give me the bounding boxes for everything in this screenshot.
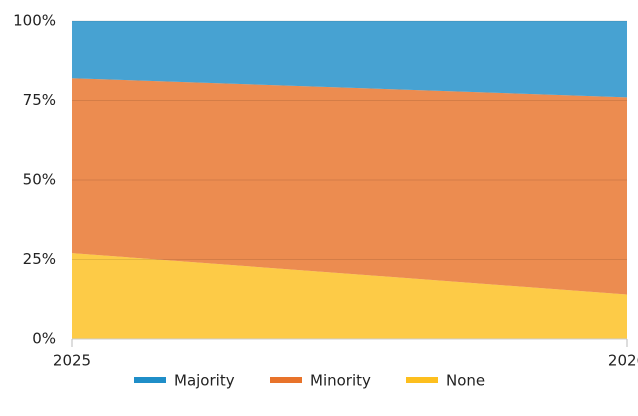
y-tick-label: 0% (32, 330, 56, 348)
legend-swatch (270, 377, 302, 383)
y-tick-label: 50% (23, 171, 56, 189)
x-tick-label: 2026 (608, 352, 638, 370)
legend-label: Minority (310, 372, 371, 390)
legend-label: Majority (174, 372, 235, 390)
legend-swatch (406, 377, 438, 383)
y-tick-label: 100% (13, 12, 56, 30)
legend-label: None (446, 372, 485, 390)
area (72, 21, 627, 98)
area (72, 78, 627, 295)
area (72, 253, 627, 339)
y-tick-label: 25% (23, 250, 56, 268)
legend-swatch (134, 377, 166, 383)
y-tick-label: 75% (23, 91, 56, 109)
x-tick-label: 2025 (53, 352, 91, 370)
